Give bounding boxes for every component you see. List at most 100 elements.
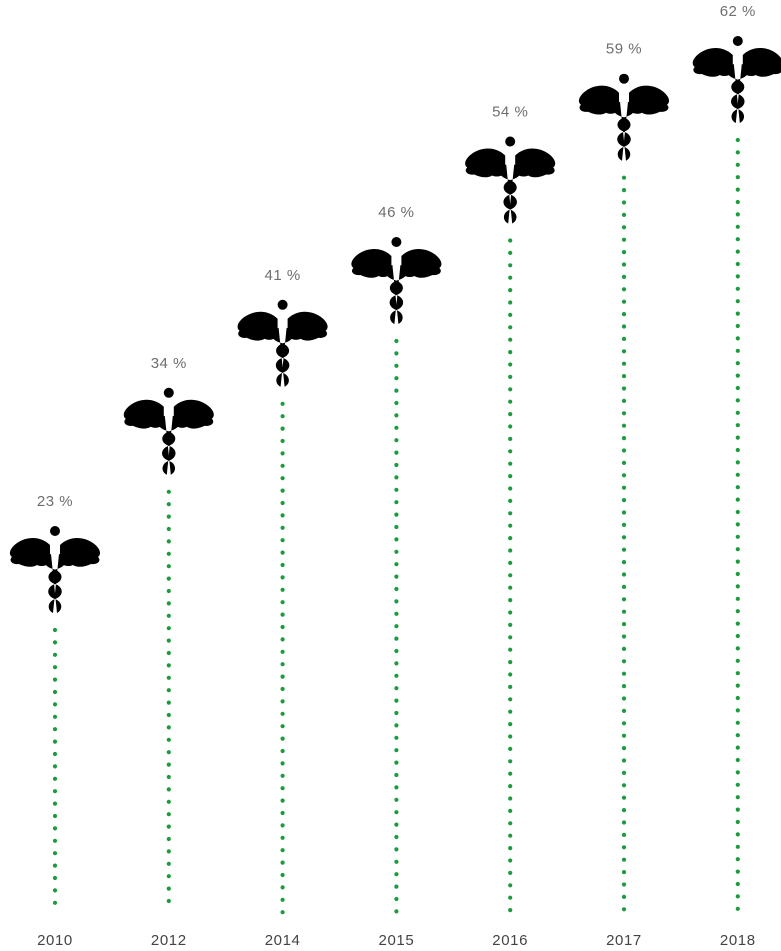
stem-dot [280,736,285,741]
stem-dot [166,539,171,544]
stem-dot [735,175,740,180]
stem-dot [735,348,740,353]
stem-dot [52,702,58,707]
stem-dot [280,414,285,419]
stem-dot [394,500,399,505]
stem-dot [394,648,399,654]
stem-dot [735,609,740,614]
stem-dot [735,212,740,217]
stem-dot [508,312,513,317]
stem-dot [394,475,399,480]
stem-dot [621,622,627,627]
stem-dot [621,498,627,503]
stem-dot [735,187,740,192]
stem-dot [735,745,740,750]
stem-dot [394,698,399,703]
stem-dot [735,162,740,167]
stem-dot [621,560,627,565]
stem-dot [166,849,171,854]
data-point: 62 % 2018 [692,3,781,949]
stem-dot [394,822,399,827]
stem-dot [621,411,627,416]
stem-dot [394,512,399,517]
stem-dot [621,188,627,193]
stem-dot [280,550,285,555]
stem-dot [394,599,399,604]
stem-dot [508,635,513,640]
stem-dot [508,436,513,441]
stem-dot [394,785,399,790]
stem-dot [508,449,513,454]
stem-dot [166,514,171,519]
stem-dot [735,782,740,787]
stem-dot [621,386,627,391]
value-label: 54 % [492,104,528,121]
stem-dot [280,823,285,828]
stem-dot [621,299,627,304]
dotted-stem [621,175,627,912]
stem-dot [621,312,627,317]
stem-dot [394,896,399,902]
stem-dot [52,851,58,856]
stem-dot [508,598,513,603]
stem-dot [508,399,513,404]
stem-dot [166,601,171,606]
stem-dot [280,786,285,791]
stem-dot [52,627,58,633]
stem-dot [735,385,740,391]
stem-dot [280,649,285,654]
stem-dot [52,739,58,744]
stem-dot [394,748,399,753]
stem-dot [508,672,513,677]
stem-dot [621,473,627,478]
stem-dot [280,451,285,456]
stem-dot [52,640,58,645]
stem-dot [735,894,740,899]
stem-dot [621,200,627,205]
stem-dot [394,847,399,852]
stem-dot [394,351,399,356]
stem-dot [508,895,513,900]
stem-dot [735,906,740,911]
stem-dot [735,522,740,527]
stem-dot [735,708,740,713]
stem-dot [735,373,740,378]
stem-dot [508,486,513,491]
plot-area: 23 % 2010 34 % 2012 41 % 2014 46 % 2015 54 % 2016… [9,3,781,949]
stem-dot [621,758,627,763]
stem-dot [280,910,285,915]
stem-dot [394,524,399,530]
stem-dot [508,548,513,553]
stem-dot [621,659,627,664]
stem-dot [621,349,627,354]
stem-dot [735,646,740,651]
stem-dot [166,613,171,618]
stem-dot [280,463,285,468]
stem-dot [166,737,171,742]
stem-dot [508,387,513,392]
caduceus-icon [237,299,328,392]
stem-dot [621,808,627,813]
stem-dot [280,761,285,766]
stem-dot [508,746,513,752]
stem-dot [280,562,285,568]
stem-dot [52,888,58,893]
stem-dot [735,286,740,291]
stem-dot [735,398,740,403]
stem-dot [735,795,740,800]
stem-dot [735,336,740,341]
stem-dot [394,760,399,765]
stem-dot [166,564,171,569]
stem-dot [735,299,740,304]
stem-dot [394,673,399,678]
stem-dot [621,237,627,242]
stem-dot [508,412,513,417]
stem-dot [735,261,740,267]
stem-dot [621,820,627,825]
stem-dot [508,846,513,851]
year-label: 2014 [265,932,301,949]
stem-dot [394,586,399,592]
year-label: 2010 [37,932,73,949]
stem-dot [394,376,399,381]
stem-dot [621,671,627,676]
